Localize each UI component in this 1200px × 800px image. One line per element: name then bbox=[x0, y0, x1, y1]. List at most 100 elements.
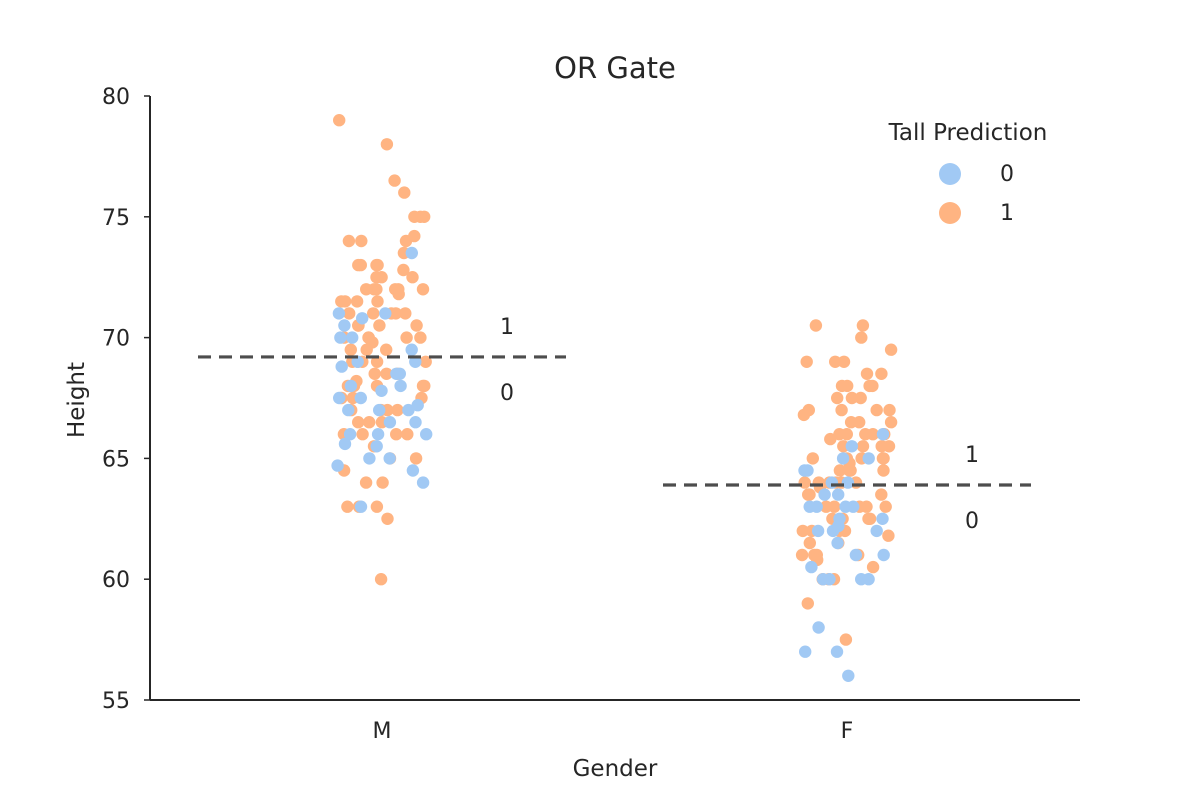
scatter-point bbox=[803, 536, 816, 550]
scatter-point bbox=[373, 319, 386, 332]
scatter-point bbox=[390, 367, 403, 380]
scatter-point bbox=[877, 464, 890, 477]
scatter-point bbox=[399, 307, 412, 320]
threshold-label-above: 1 bbox=[965, 443, 979, 468]
points-layer bbox=[331, 114, 898, 682]
scatter-point bbox=[414, 331, 427, 344]
scatter-point bbox=[360, 283, 373, 296]
scatter-point bbox=[375, 384, 388, 397]
scatter-point bbox=[370, 500, 384, 513]
scatter-point bbox=[383, 416, 397, 429]
scatter-point bbox=[416, 476, 430, 489]
scatter-point bbox=[849, 548, 863, 562]
scatter-point bbox=[845, 391, 859, 405]
scatter-point bbox=[376, 476, 389, 489]
scatter-point bbox=[883, 403, 896, 417]
scatter-point bbox=[380, 138, 394, 151]
scatter-point bbox=[837, 440, 850, 453]
scatter-point bbox=[866, 560, 880, 574]
scatter-point bbox=[884, 416, 898, 429]
scatter-point bbox=[876, 512, 889, 525]
scatter-point bbox=[419, 355, 432, 368]
scatter-point bbox=[795, 548, 809, 562]
scatter-point bbox=[866, 428, 880, 441]
scatter-point bbox=[343, 428, 357, 441]
scatter-point bbox=[359, 476, 373, 489]
scatter-point bbox=[341, 500, 354, 513]
scatter-point bbox=[344, 343, 357, 356]
scatter-point bbox=[854, 391, 867, 405]
scatter-point bbox=[833, 464, 847, 477]
scatter-point bbox=[338, 319, 351, 332]
scatter-point bbox=[798, 476, 811, 489]
legend-label-0: 0 bbox=[1000, 162, 1014, 187]
scatter-point bbox=[408, 229, 421, 243]
legend-title: Tall Prediction bbox=[888, 120, 1048, 146]
scatter-point bbox=[855, 331, 868, 344]
scatter-point bbox=[866, 379, 879, 393]
scatter-point bbox=[392, 287, 405, 301]
scatter-point bbox=[370, 355, 384, 368]
y-ticks: 55 60 65 70 75 80 bbox=[102, 85, 150, 714]
scatter-point bbox=[333, 114, 346, 127]
scatter-point bbox=[380, 367, 393, 380]
scatter-point bbox=[877, 548, 890, 562]
scatter-point bbox=[334, 331, 347, 344]
scatter-point bbox=[862, 512, 875, 525]
scatter-point bbox=[870, 524, 883, 538]
threshold-layer: 1 0 1 0 bbox=[198, 315, 1031, 534]
scatter-point bbox=[828, 500, 841, 513]
scatter-point bbox=[796, 524, 809, 538]
y-tick-label: 65 bbox=[102, 447, 130, 472]
scatter-point bbox=[879, 500, 892, 513]
scatter-point bbox=[367, 307, 380, 320]
scatter-point bbox=[373, 403, 386, 417]
scatter-point bbox=[875, 440, 888, 453]
scatter-point bbox=[805, 560, 818, 574]
scatter-point bbox=[801, 597, 814, 610]
y-tick-label: 55 bbox=[102, 689, 130, 714]
scatter-point bbox=[332, 307, 346, 320]
threshold-label-below: 0 bbox=[965, 509, 979, 534]
x-axis-label: Gender bbox=[573, 756, 658, 782]
legend-marker-1 bbox=[939, 202, 961, 224]
scatter-point bbox=[405, 246, 418, 260]
scatter-point bbox=[884, 343, 898, 356]
scatter-point bbox=[331, 459, 344, 472]
y-tick-label: 75 bbox=[102, 206, 130, 231]
chart-title: OR Gate bbox=[554, 51, 676, 85]
scatter-point bbox=[870, 403, 883, 417]
scatter-point bbox=[355, 234, 368, 248]
y-tick-label: 80 bbox=[102, 85, 130, 110]
scatter-point bbox=[831, 391, 844, 405]
scatter-point bbox=[356, 312, 369, 325]
legend: Tall Prediction 0 1 bbox=[888, 120, 1048, 226]
scatter-point bbox=[394, 379, 407, 393]
scatter-point bbox=[831, 536, 844, 550]
scatter-point bbox=[356, 428, 369, 441]
scatter-point bbox=[370, 283, 383, 296]
scatter-point bbox=[366, 336, 379, 349]
scatter-point bbox=[409, 452, 423, 465]
scatter-point bbox=[800, 355, 813, 368]
scatter-point bbox=[371, 428, 385, 441]
scatter-point bbox=[370, 440, 383, 453]
x-tick-label: F bbox=[841, 719, 854, 744]
scatter-point bbox=[416, 283, 430, 296]
scatter-point bbox=[408, 210, 421, 223]
scatter-point bbox=[371, 295, 384, 308]
threshold-label-below: 0 bbox=[500, 381, 514, 406]
scatter-point bbox=[837, 355, 851, 368]
scatter-point bbox=[381, 512, 394, 525]
scatter-point bbox=[882, 529, 895, 542]
scatter-point bbox=[811, 524, 825, 538]
scatter-point bbox=[346, 331, 359, 344]
scatter-point bbox=[842, 669, 855, 682]
scatter-point bbox=[333, 391, 346, 405]
scatter-point bbox=[823, 573, 836, 586]
scatter-point bbox=[390, 428, 403, 441]
scatter-point bbox=[338, 437, 352, 451]
y-tick-label: 60 bbox=[102, 568, 130, 593]
scatter-point bbox=[389, 307, 402, 320]
